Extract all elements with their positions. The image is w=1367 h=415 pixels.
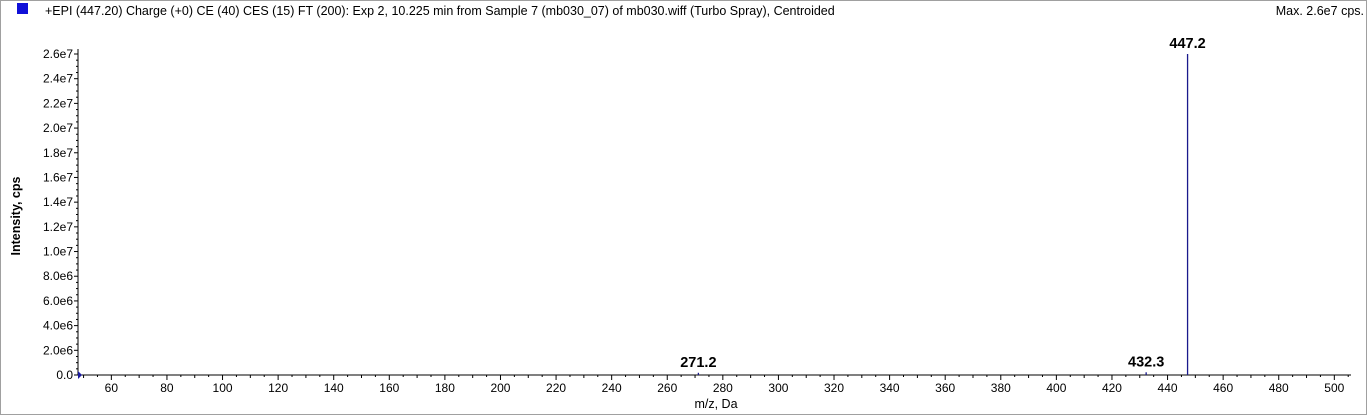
y-tick-label: 1.0e7 bbox=[43, 245, 73, 259]
y-tick-label: 2.4e7 bbox=[43, 72, 73, 86]
legend-marker[interactable] bbox=[17, 3, 28, 14]
y-tick-label: 2.0e7 bbox=[43, 121, 73, 135]
x-tick-label: 220 bbox=[546, 381, 566, 395]
x-tick-label: 300 bbox=[768, 381, 788, 395]
y-tick-label: 8.0e6 bbox=[43, 269, 73, 283]
axes-group bbox=[77, 49, 1351, 379]
x-tick-label: 360 bbox=[935, 381, 955, 395]
ticks-group: 0.0 2.0e6 4.0e6 6.0e6 8.0e6 1.0e7 1.2e7 1.4e7 1.… bbox=[43, 47, 1349, 395]
peaks-group bbox=[697, 54, 1189, 375]
y-tick-label: 0.0 bbox=[56, 368, 73, 382]
y-tick-label: 4.0e6 bbox=[43, 319, 73, 333]
y-tick-label: 1.8e7 bbox=[43, 146, 73, 160]
peak-label: 447.2 bbox=[1169, 36, 1205, 52]
x-tick-label: 400 bbox=[1046, 381, 1066, 395]
x-tick-label: 60 bbox=[105, 381, 119, 395]
x-tick-label: 120 bbox=[268, 381, 288, 395]
x-tick-label: 140 bbox=[324, 381, 344, 395]
y-axis-label: Intensity, cps bbox=[9, 176, 23, 256]
origin-marker-icon bbox=[78, 371, 82, 379]
x-tick-label: 460 bbox=[1213, 381, 1233, 395]
x-tick-label: 280 bbox=[713, 381, 733, 395]
y-tick-label: 2.2e7 bbox=[43, 96, 73, 110]
x-tick-label: 100 bbox=[213, 381, 233, 395]
x-tick-label: 80 bbox=[160, 381, 174, 395]
x-tick-label: 380 bbox=[991, 381, 1011, 395]
x-tick-label: 200 bbox=[490, 381, 510, 395]
spectrum-title: +EPI (447.20) Charge (+0) CE (40) CES (1… bbox=[45, 4, 835, 18]
max-intensity-label: Max. 2.6e7 cps. bbox=[1275, 4, 1364, 18]
y-tick-label: 1.2e7 bbox=[43, 220, 73, 234]
y-tick-label: 6.0e6 bbox=[43, 294, 73, 308]
y-tick-label: 2.6e7 bbox=[43, 47, 73, 61]
x-tick-label: 340 bbox=[880, 381, 900, 395]
x-tick-label: 500 bbox=[1324, 381, 1344, 395]
x-tick-label: 180 bbox=[435, 381, 455, 395]
y-tick-label: 1.4e7 bbox=[43, 195, 73, 209]
peak-label: 432.3 bbox=[1128, 354, 1164, 370]
y-tick-label: 1.6e7 bbox=[43, 170, 73, 184]
x-tick-label: 160 bbox=[379, 381, 399, 395]
x-axis-label: m/z, Da bbox=[694, 397, 738, 411]
peak-label: 271.2 bbox=[680, 355, 716, 371]
x-tick-label: 320 bbox=[824, 381, 844, 395]
x-tick-label: 480 bbox=[1269, 381, 1289, 395]
x-tick-label: 240 bbox=[602, 381, 622, 395]
x-tick-label: 440 bbox=[1158, 381, 1178, 395]
x-tick-label: 260 bbox=[657, 381, 677, 395]
y-tick-label: 2.0e6 bbox=[43, 343, 73, 357]
x-tick-label: 420 bbox=[1102, 381, 1122, 395]
peak-labels-group: 271.2 432.3 447.2 bbox=[680, 36, 1205, 371]
